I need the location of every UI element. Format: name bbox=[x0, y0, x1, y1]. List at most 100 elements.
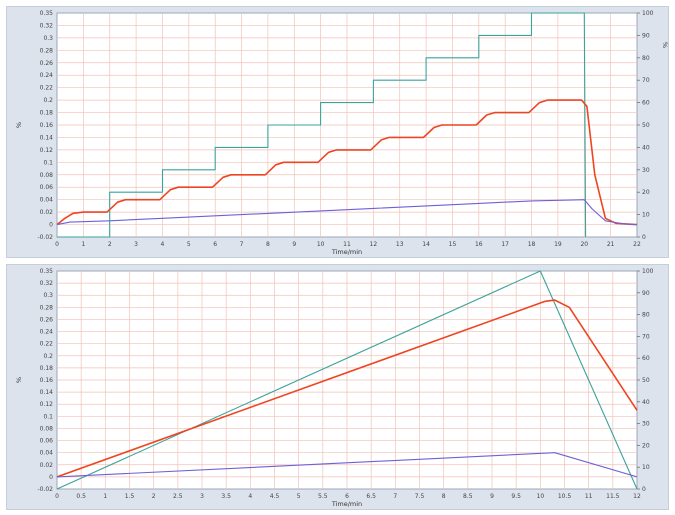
x-tick-label: 8 bbox=[442, 493, 446, 500]
y-tick-label: 0.14 bbox=[40, 134, 54, 141]
x-tick-label: 8 bbox=[266, 241, 270, 248]
x-tick-label: 5 bbox=[187, 241, 191, 248]
y2-tick-label: 0 bbox=[642, 234, 646, 241]
x-tick-label: 1 bbox=[81, 241, 85, 248]
y-tick-label: 0.26 bbox=[40, 316, 54, 323]
y-tick-label: 0.32 bbox=[40, 22, 54, 29]
y-tick-label: 0.32 bbox=[40, 280, 54, 287]
y2-tick-label: 80 bbox=[642, 312, 650, 319]
x-tick-label: 11 bbox=[343, 241, 351, 248]
y-tick-label: 0.1 bbox=[43, 413, 53, 420]
x-tick-label: 2 bbox=[108, 241, 112, 248]
y2-tick-label: 90 bbox=[642, 32, 650, 39]
y2-tick-label: 20 bbox=[642, 189, 650, 196]
y-tick-label: 0.26 bbox=[40, 60, 54, 67]
y-tick-label: 0.16 bbox=[40, 122, 54, 129]
y-tick-label: 0.04 bbox=[40, 197, 54, 204]
x-tick-label: 2 bbox=[152, 493, 156, 500]
y-tick-label: 0.1 bbox=[43, 159, 53, 166]
series-line-red bbox=[56, 99, 638, 226]
y2-tick-label: 50 bbox=[642, 122, 650, 129]
y-axis-label: % bbox=[15, 122, 23, 128]
y-tick-label: 0.08 bbox=[40, 425, 54, 432]
x-tick-label: 1.5 bbox=[125, 493, 135, 500]
y-tick-label: 0.28 bbox=[40, 304, 54, 311]
x-tick-label: 9 bbox=[292, 241, 296, 248]
y2-tick-label: 70 bbox=[642, 77, 650, 84]
y-tick-label: 0.18 bbox=[40, 110, 54, 117]
x-tick-label: 12 bbox=[370, 241, 378, 248]
chart-bottom-svg: 0 0.5 1 1.5 2 2.5 3 3.5 4 4.5 5 5.5 6 6.5 7 7.5 8 8.5 9 9.5… bbox=[15, 268, 654, 508]
x-tick-label: 0 bbox=[55, 493, 59, 500]
chart-top-svg: 0 1 2 3 4 5 6 7 8 9 10 11 12 13 14 15 16 17 18 19 20 21 22-0.0… bbox=[15, 10, 668, 256]
series-line-purple bbox=[56, 199, 638, 226]
y2-tick-label: 80 bbox=[642, 55, 650, 62]
y2-tick-label: 40 bbox=[642, 144, 650, 151]
y2-tick-label: 60 bbox=[642, 100, 650, 107]
x-tick-label: 19 bbox=[554, 241, 562, 248]
y2-tick-label: 100 bbox=[642, 268, 654, 275]
x-tick-label: 10 bbox=[537, 493, 545, 500]
y2-tick-label: 90 bbox=[642, 290, 650, 297]
y2-tick-label: 100 bbox=[642, 10, 654, 17]
y2-tick-label: 20 bbox=[642, 442, 650, 449]
x-tick-label: 11.5 bbox=[606, 493, 620, 500]
x-tick-label: 4 bbox=[161, 241, 165, 248]
x-tick-label: 11 bbox=[585, 493, 593, 500]
series-line-purple bbox=[56, 452, 638, 478]
y2-tick-label: 70 bbox=[642, 333, 650, 340]
x-tick-label: 12 bbox=[633, 493, 641, 500]
x-tick-label: 22 bbox=[633, 241, 641, 248]
x-tick-label: 14 bbox=[422, 241, 430, 248]
series-line-gradient bbox=[57, 12, 587, 238]
y-tick-label: 0.12 bbox=[40, 147, 54, 154]
x-tick-label: 15 bbox=[449, 241, 457, 248]
y2-tick-label: 30 bbox=[642, 421, 650, 428]
x-tick-label: 18 bbox=[528, 241, 536, 248]
x-tick-label: 8.5 bbox=[463, 493, 473, 500]
x-tick-label: 9.5 bbox=[511, 493, 521, 500]
y2-tick-label: 0 bbox=[642, 486, 646, 493]
x-tick-label: 10.5 bbox=[558, 493, 572, 500]
x-tick-label: 5.5 bbox=[318, 493, 328, 500]
y-tick-label: -0.02 bbox=[37, 234, 53, 241]
x-tick-label: 20 bbox=[580, 241, 588, 248]
y-tick-label: 0.14 bbox=[40, 389, 54, 396]
y2-tick-label: 10 bbox=[642, 464, 650, 471]
x-tick-label: 3 bbox=[134, 241, 138, 248]
y-tick-label: 0.06 bbox=[40, 184, 54, 191]
y-tick-label: 0.28 bbox=[40, 47, 54, 54]
y-tick-label: 0 bbox=[49, 222, 53, 229]
chart-panel-bottom: 0 0.5 1 1.5 2 2.5 3 3.5 4 4.5 5 5.5 6 6.5 7 7.5 8 8.5 9 9.5… bbox=[6, 264, 669, 510]
x-tick-label: 4.5 bbox=[270, 493, 280, 500]
grid-lines bbox=[57, 13, 637, 237]
x-tick-label: 6 bbox=[345, 493, 349, 500]
y-tick-label: 0.2 bbox=[43, 97, 53, 104]
y-tick-label: 0.22 bbox=[40, 85, 54, 92]
y-tick-label: 0.24 bbox=[40, 72, 54, 79]
y-tick-label: 0.3 bbox=[43, 35, 53, 42]
x-tick-label: 4 bbox=[248, 493, 252, 500]
y-tick-label: 0.35 bbox=[40, 268, 54, 275]
x-tick-label: 3 bbox=[200, 493, 204, 500]
x-tick-label: 3.5 bbox=[221, 493, 231, 500]
y-tick-label: 0.3 bbox=[43, 292, 53, 299]
x-tick-label: 21 bbox=[607, 241, 615, 248]
x-tick-label: 6.5 bbox=[366, 493, 376, 500]
x-tick-label: 10 bbox=[317, 241, 325, 248]
y-tick-label: 0.12 bbox=[40, 401, 54, 408]
y2-axis-label: % bbox=[661, 42, 668, 48]
y-tick-label: 0 bbox=[49, 474, 53, 481]
x-axis-label: Time/min bbox=[331, 248, 362, 256]
x-axis-label: Time/min bbox=[331, 500, 362, 508]
x-tick-label: 9 bbox=[490, 493, 494, 500]
x-tick-label: 0.5 bbox=[76, 493, 86, 500]
x-tick-label: 17 bbox=[501, 241, 509, 248]
y2-tick-label: 40 bbox=[642, 399, 650, 406]
x-tick-label: 1 bbox=[103, 493, 107, 500]
y-axis-label: % bbox=[15, 377, 23, 383]
series-line-red bbox=[56, 299, 638, 478]
y2-tick-label: 10 bbox=[642, 212, 650, 219]
y2-tick-label: 30 bbox=[642, 167, 650, 174]
x-tick-label: 7 bbox=[240, 241, 244, 248]
